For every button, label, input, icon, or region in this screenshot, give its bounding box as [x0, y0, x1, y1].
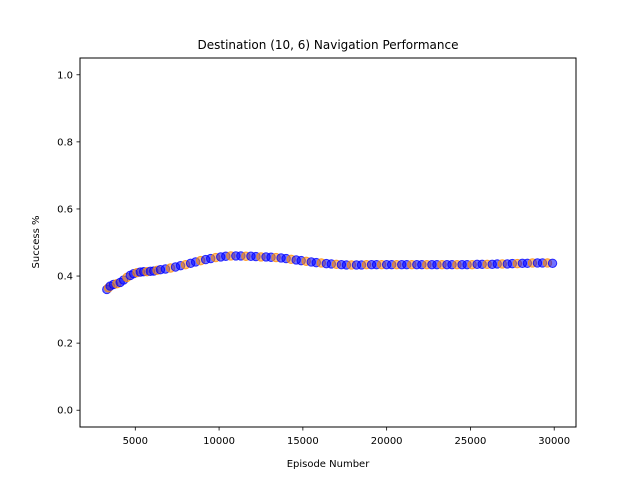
chart-title: Destination (10, 6) Navigation Performan…: [198, 38, 459, 52]
y-tick-label: 0.0: [57, 406, 73, 417]
data-point: [547, 258, 558, 268]
y-axis-label: Success %: [31, 216, 42, 269]
y-tick-label: 0.4: [57, 272, 73, 283]
x-axis-label: Episode Number: [287, 459, 371, 470]
x-tick-label: 25000: [455, 436, 487, 447]
x-tick-label: 10000: [203, 436, 235, 447]
y-tick-label: 0.2: [57, 339, 73, 350]
y-tick-label: 0.8: [57, 137, 73, 148]
plot-frame: [79, 57, 577, 428]
x-tick-label: 15000: [287, 436, 319, 447]
y-axis-ticks: 0.0 0.2 0.4 0.6 0.8 1.0: [57, 70, 80, 417]
x-tick-label: 30000: [538, 436, 570, 447]
x-tick-label: 20000: [371, 436, 403, 447]
y-tick-label: 0.6: [57, 204, 73, 215]
x-tick-label: 5000: [123, 436, 148, 447]
data-points: [102, 251, 558, 295]
x-axis-ticks: 5000 10000 15000 20000 25000 30000: [123, 427, 570, 447]
y-tick-label: 1.0: [57, 70, 73, 81]
